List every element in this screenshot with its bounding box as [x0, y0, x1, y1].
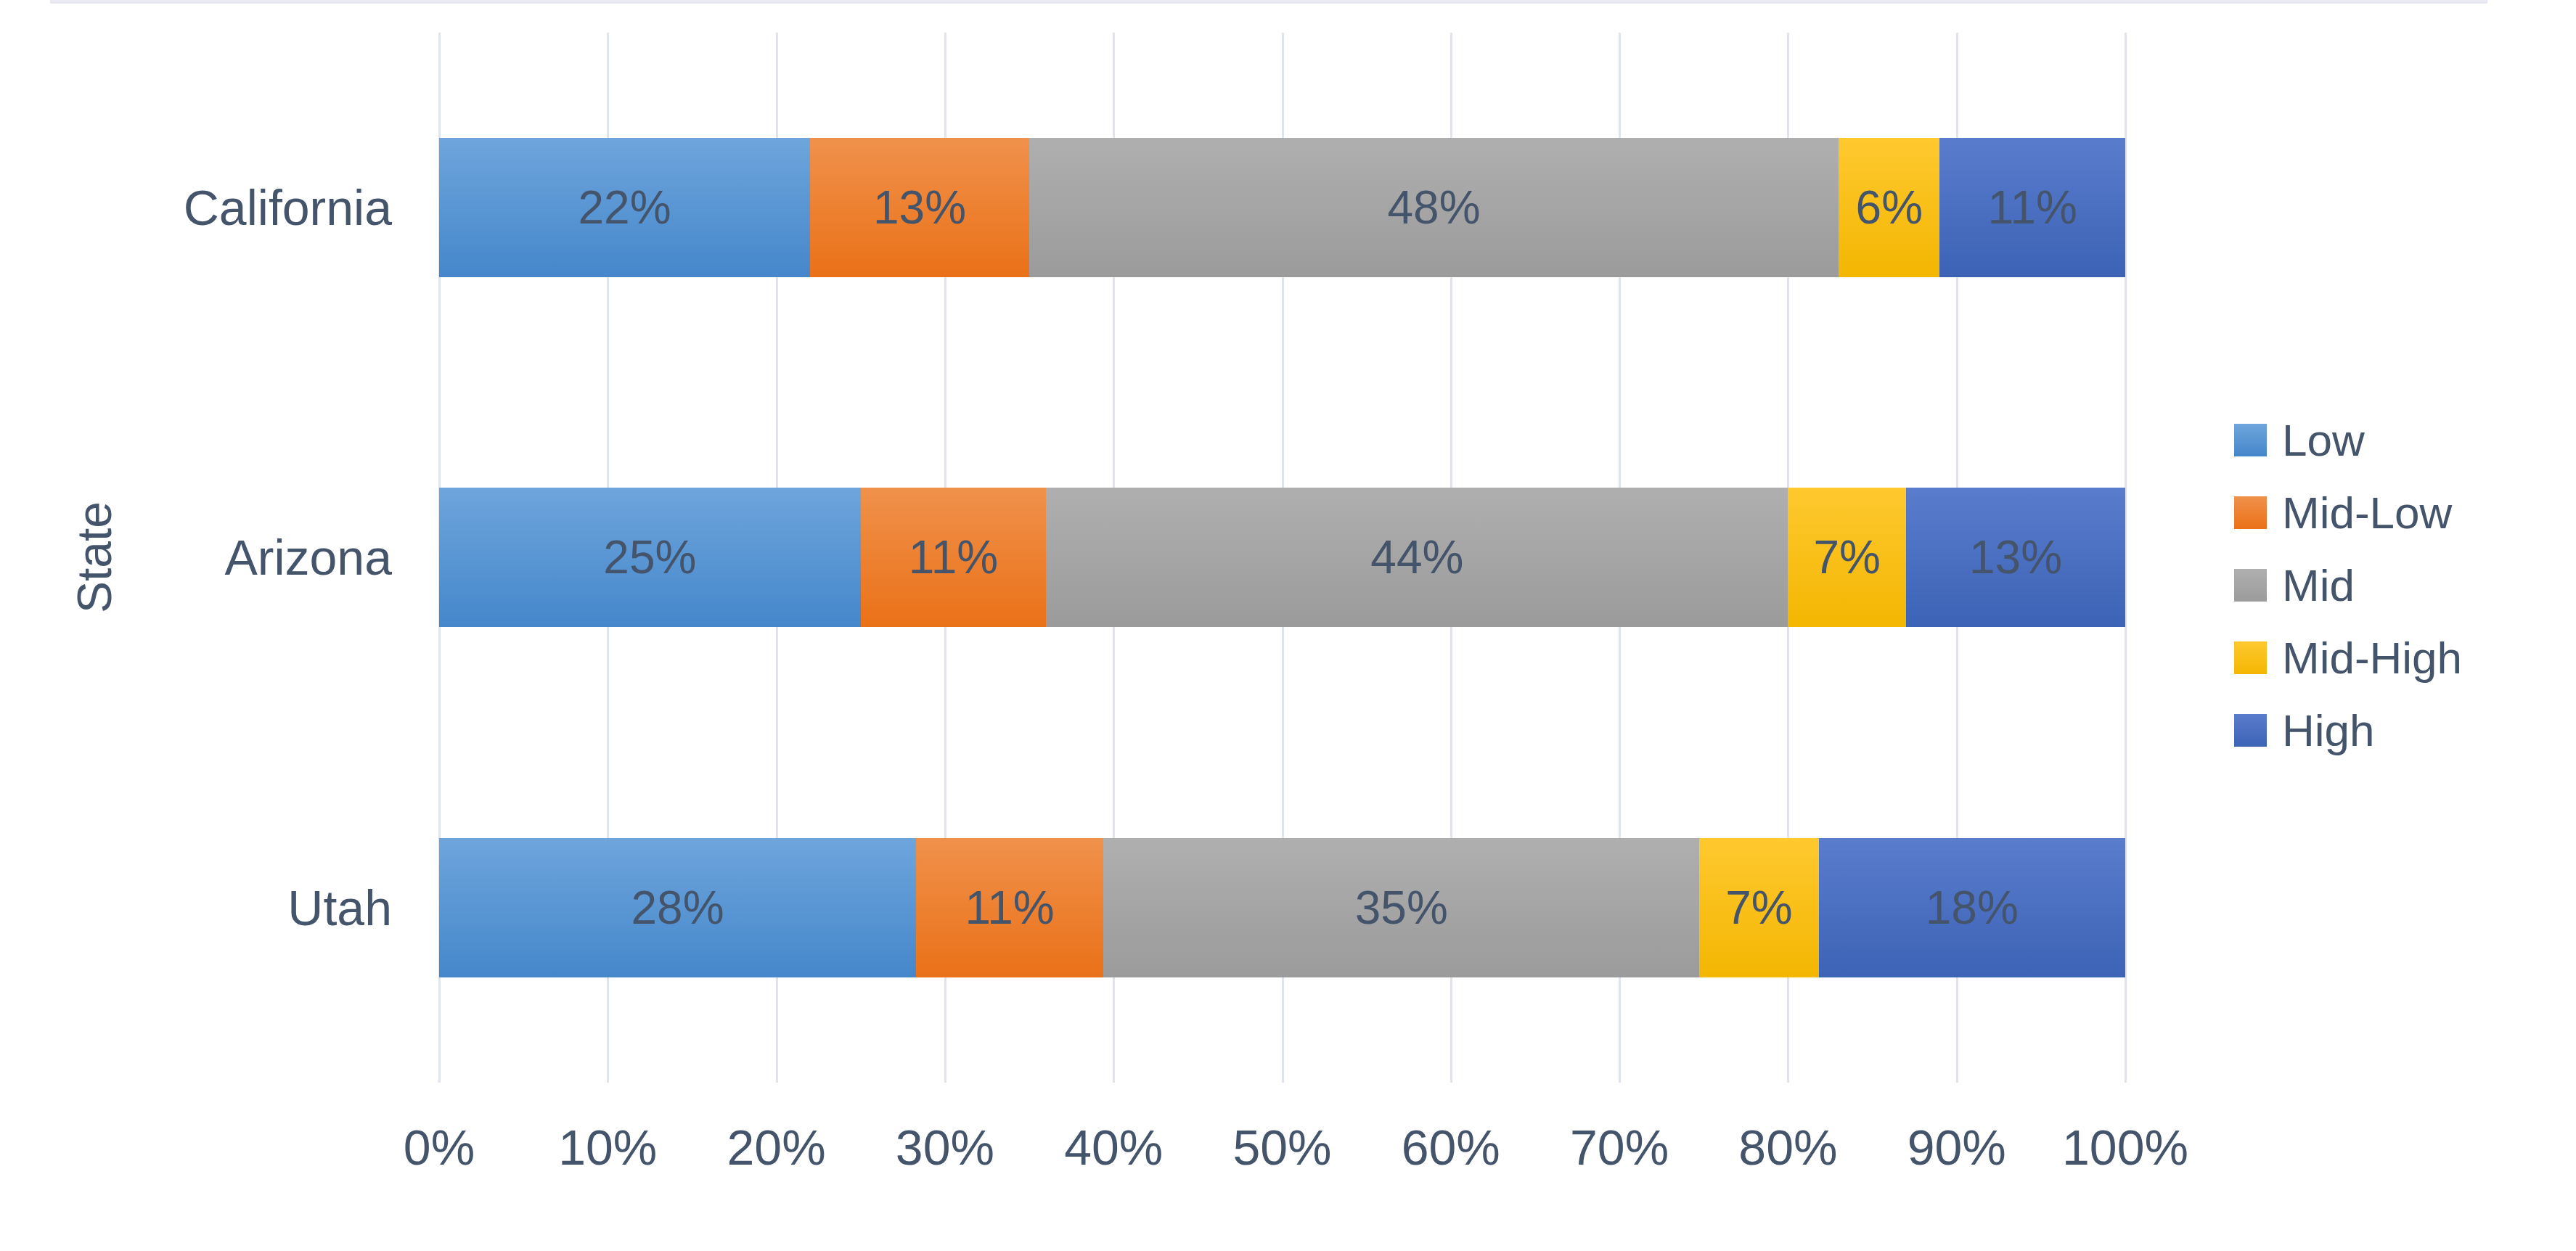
bar-segment-utah-low: 28%	[439, 838, 916, 977]
bar-segment-utah-mid: 35%	[1103, 838, 1699, 977]
bar-segment-utah-high: 18%	[1819, 838, 2125, 977]
x-tick-label-30%: 30%	[851, 1118, 1039, 1176]
legend-label-mid-low: Mid-Low	[2282, 491, 2452, 536]
bar-segment-california-low: 22%	[439, 138, 810, 277]
bar-segment-arizona-high: 13%	[1906, 488, 2125, 627]
x-tick-label-20%: 20%	[682, 1118, 871, 1176]
legend-label-mid-high: Mid-High	[2282, 636, 2462, 681]
x-tick-label-60%: 60%	[1357, 1118, 1545, 1176]
bar-segment-arizona-mid: 44%	[1046, 488, 1788, 627]
data-label: 44%	[1370, 530, 1463, 584]
data-label: 35%	[1355, 881, 1448, 935]
bar-segment-arizona-mid-high: 7%	[1788, 488, 1906, 627]
data-label: 7%	[1813, 530, 1881, 584]
x-tick-label-10%: 10%	[513, 1118, 702, 1176]
bar-arizona: 25% 11% 44% 7% 13%	[439, 488, 2125, 627]
category-label-utah: Utah	[0, 877, 392, 938]
x-tick-label-0%: 0%	[345, 1118, 533, 1176]
data-label: 11%	[1988, 181, 2077, 234]
x-tick-label-50%: 50%	[1188, 1118, 1377, 1176]
legend-item-high: High	[2234, 714, 2462, 747]
bar-segment-california-high: 11%	[1939, 138, 2125, 277]
legend-item-mid-high: Mid-High	[2234, 641, 2462, 674]
legend-swatch-mid-low	[2234, 496, 2267, 529]
category-label-california: California	[0, 177, 392, 238]
data-label: 11%	[909, 530, 998, 584]
bar-segment-utah-mid-high: 7%	[1699, 838, 1818, 977]
bar-segment-utah-mid-low: 11%	[916, 838, 1103, 977]
legend-label-high: High	[2282, 708, 2375, 753]
x-tick-label-100%: 100%	[2031, 1118, 2220, 1176]
legend-item-mid: Mid	[2234, 569, 2462, 602]
stacked-bar-chart: 22% 13% 48% 6% 11% 25% 11% 44% 7% 13% 28% 11% 35% 7% 1…	[0, 0, 2576, 1251]
x-tick-label-80%: 80%	[1693, 1118, 1882, 1176]
bar-california: 22% 13% 48% 6% 11%	[439, 138, 2125, 277]
bar-segment-california-mid-high: 6%	[1839, 138, 1939, 277]
legend-swatch-high	[2234, 714, 2267, 747]
data-label: 11%	[965, 881, 1054, 935]
bar-utah: 28% 11% 35% 7% 18%	[439, 838, 2125, 977]
data-label: 6%	[1856, 181, 1923, 234]
y-axis-title: State	[67, 501, 122, 613]
category-label-arizona: Arizona	[0, 527, 392, 588]
x-tick-label-70%: 70%	[1525, 1118, 1714, 1176]
top-border-rule	[50, 0, 2487, 4]
bar-segment-california-mid-low: 13%	[810, 138, 1029, 277]
legend-item-mid-low: Mid-Low	[2234, 496, 2462, 529]
x-tick-label-90%: 90%	[1863, 1118, 2051, 1176]
bar-segment-arizona-low: 25%	[439, 488, 861, 627]
data-label: 48%	[1388, 181, 1481, 234]
bar-segment-arizona-mid-low: 11%	[861, 488, 1047, 627]
data-label: 13%	[1969, 530, 2062, 584]
legend: Low Mid-Low Mid Mid-High High	[2234, 424, 2462, 747]
bar-segment-california-mid: 48%	[1029, 138, 1839, 277]
legend-swatch-low	[2234, 424, 2267, 456]
data-label: 18%	[1926, 881, 2019, 935]
legend-swatch-mid-high	[2234, 641, 2267, 674]
data-label: 28%	[631, 881, 724, 935]
data-label: 7%	[1725, 881, 1793, 935]
legend-label-mid: Mid	[2282, 563, 2355, 608]
data-label: 13%	[873, 181, 966, 234]
data-label: 25%	[603, 530, 696, 584]
x-tick-label-40%: 40%	[1019, 1118, 1208, 1176]
legend-swatch-mid	[2234, 569, 2267, 602]
legend-label-low: Low	[2282, 418, 2365, 463]
legend-item-low: Low	[2234, 424, 2462, 456]
data-label: 22%	[578, 181, 671, 234]
